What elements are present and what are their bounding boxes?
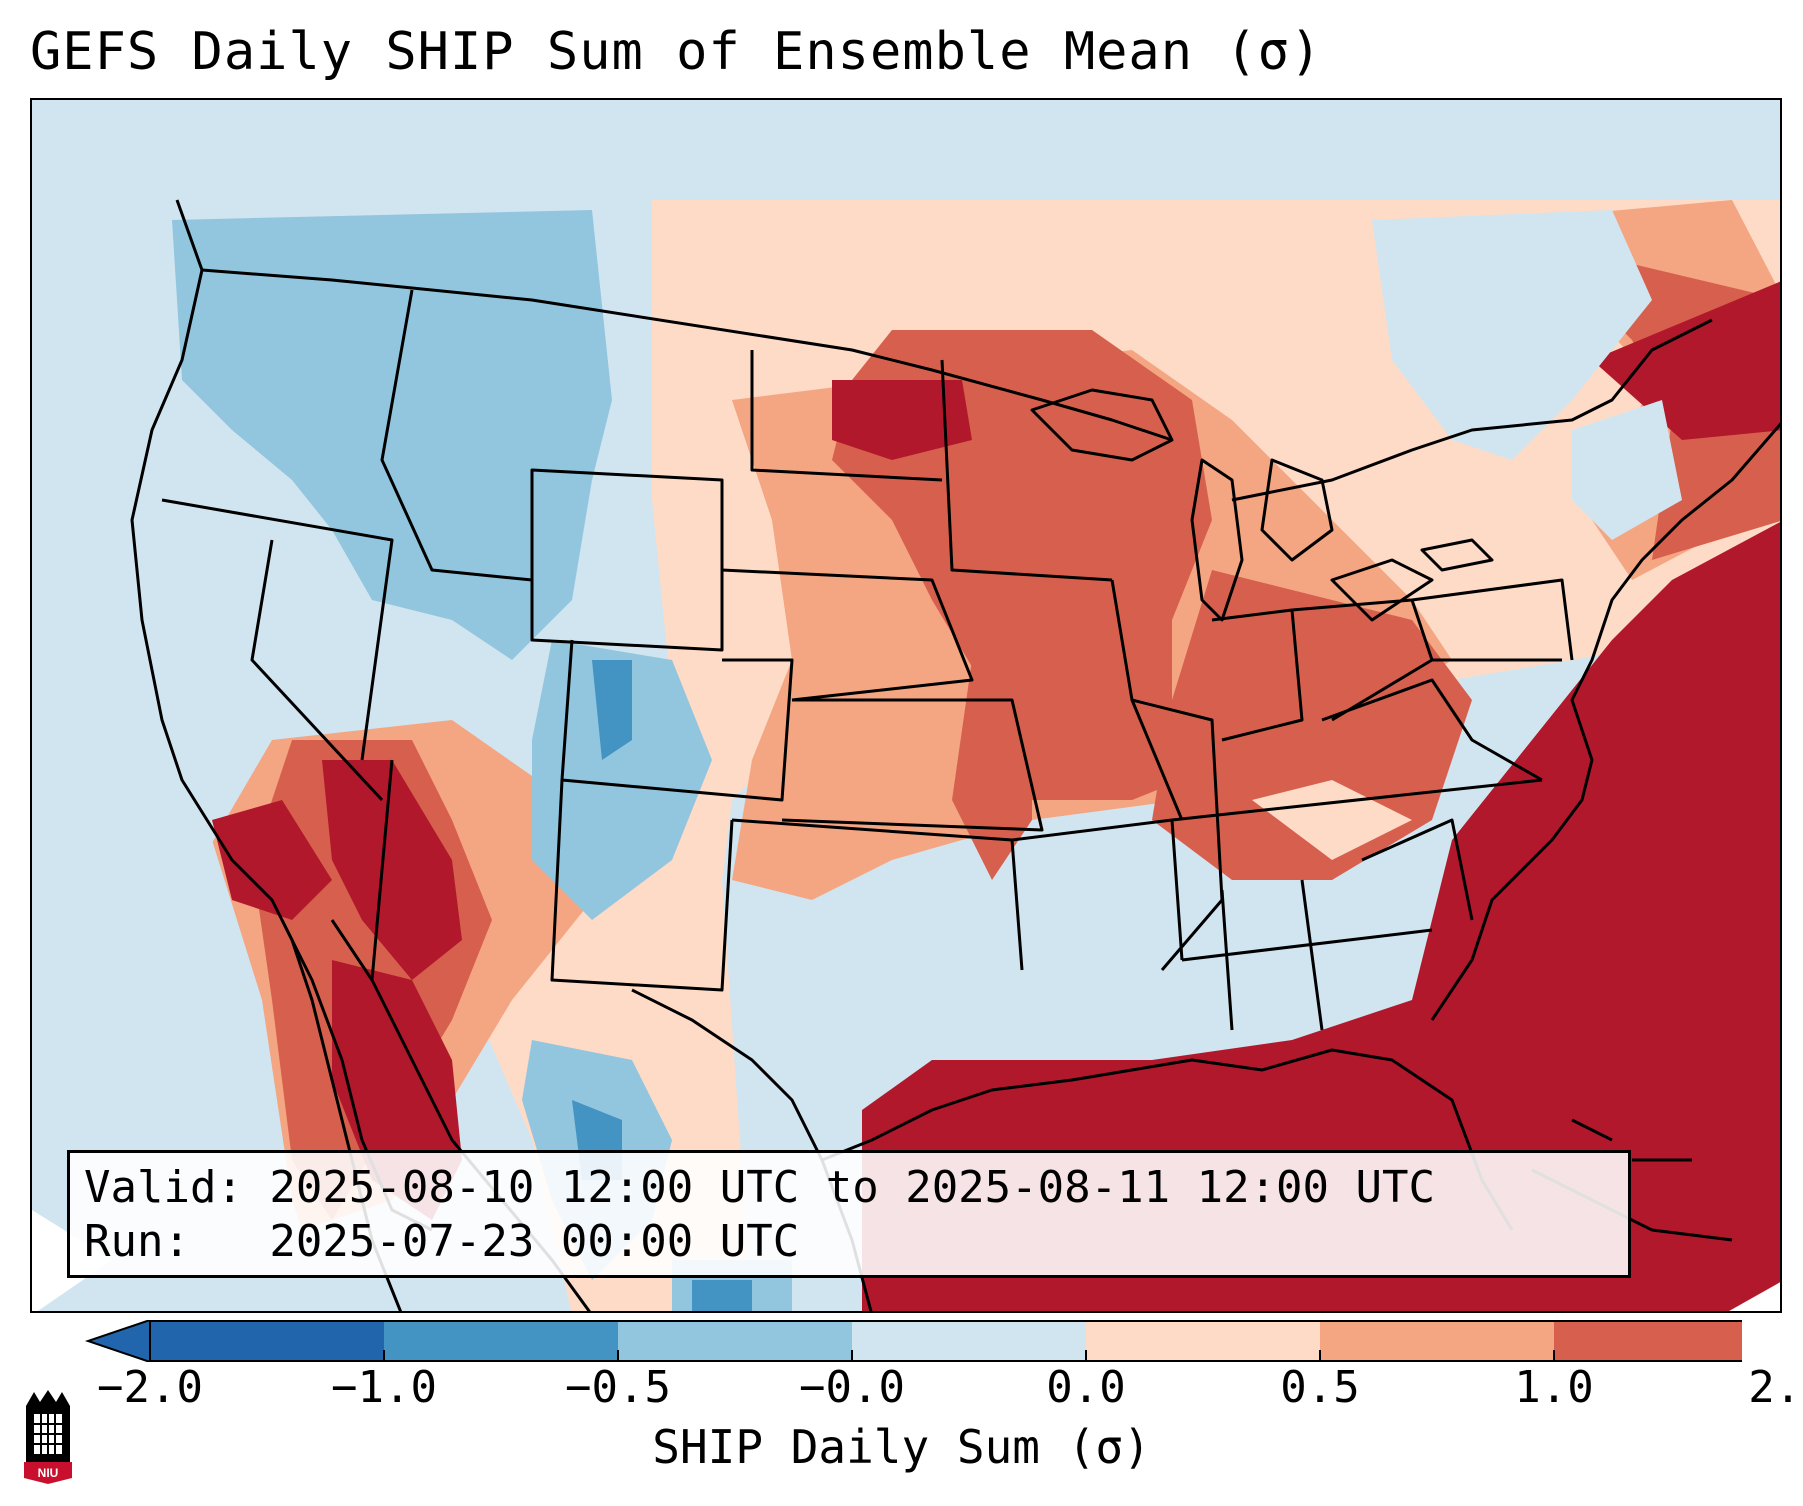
colorbar-tick-label: 0.5 xyxy=(1280,1362,1360,1413)
colorbar-tick-label: 0.0 xyxy=(1046,1362,1126,1413)
colorbar-label: SHIP Daily Sum (σ) xyxy=(652,1420,1151,1474)
colorbar-segment xyxy=(852,1320,1086,1362)
colorbar-tick-label: 1.0 xyxy=(1514,1362,1594,1413)
colorbar-tick-label: −0.0 xyxy=(799,1362,905,1413)
colorbar xyxy=(84,1320,1742,1362)
colorbar-segment xyxy=(150,1320,384,1362)
niu-logo-icon: NIU xyxy=(24,1390,72,1484)
valid-line: Valid: 2025-08-10 12:00 UTC to 2025-08-1… xyxy=(84,1162,1436,1213)
colorbar-tick-label: −1.0 xyxy=(331,1362,437,1413)
colorbar-segment xyxy=(1554,1320,1742,1362)
map-canvas xyxy=(32,100,1780,1311)
map-title: GEFS Daily SHIP Sum of Ensemble Mean (σ) xyxy=(30,22,1323,82)
colorbar-tick-label: −2.0 xyxy=(97,1362,203,1413)
anomaly-map xyxy=(30,98,1782,1313)
colorbar-segment xyxy=(1086,1320,1320,1362)
colorbar-tick-label: −0.5 xyxy=(565,1362,671,1413)
colorbar-tick-label: 2.0 xyxy=(1748,1362,1803,1413)
colorbar-segment xyxy=(1320,1320,1554,1362)
valid-run-box: Valid: 2025-08-10 12:00 UTC to 2025-08-1… xyxy=(67,1150,1631,1278)
colorbar-segment xyxy=(618,1320,852,1362)
colorbar-extend-low xyxy=(84,1320,151,1362)
logo-text: NIU xyxy=(38,1466,59,1480)
run-line: Run: 2025-07-23 00:00 UTC xyxy=(84,1216,800,1267)
colorbar-segment xyxy=(384,1320,618,1362)
